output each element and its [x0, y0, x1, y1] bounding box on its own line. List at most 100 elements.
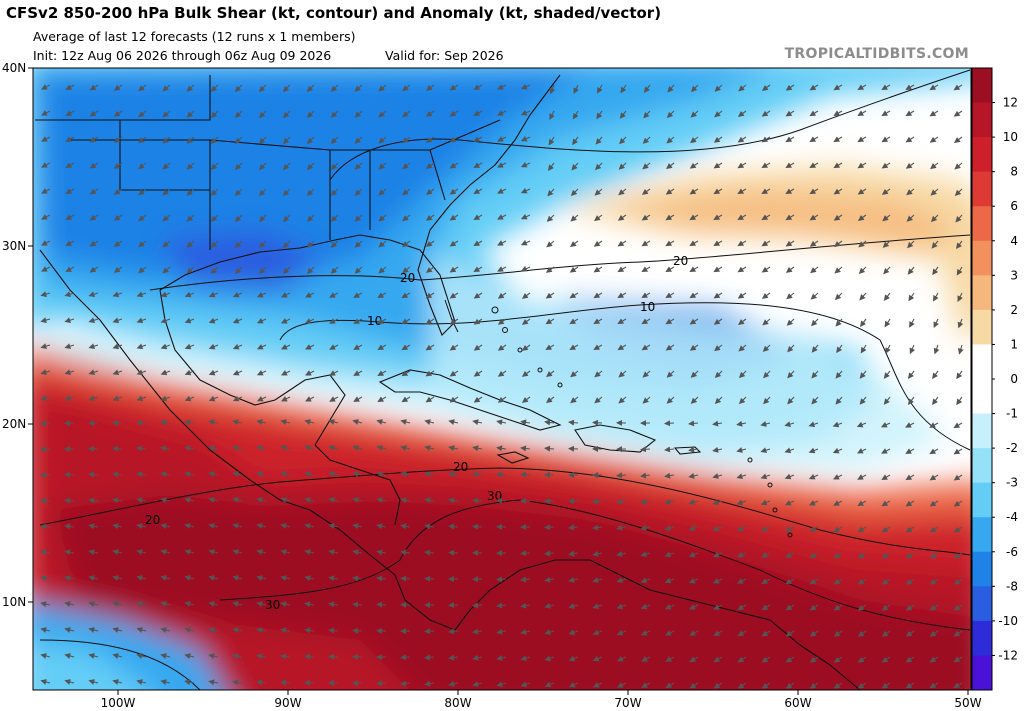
vector-arrow: [640, 629, 651, 636]
vector-arrow: [208, 497, 219, 503]
vector-arrow: [761, 552, 771, 558]
vector-arrow: [760, 421, 771, 427]
vector-arrow: [113, 136, 123, 143]
vector-arrow: [713, 292, 723, 299]
vector-arrow: [89, 266, 99, 273]
vector-arrow: [520, 628, 531, 635]
vector-arrow: [641, 214, 651, 221]
vector-arrow: [547, 188, 555, 197]
vector-arrow: [329, 318, 339, 324]
vector-arrow: [497, 344, 507, 351]
vector-arrow: [593, 240, 603, 247]
colorbar-bin: [972, 102, 992, 138]
vector-arrow: [929, 474, 939, 481]
vector-arrow: [352, 471, 363, 477]
vector-arrow: [162, 136, 171, 144]
contour-label: 30: [265, 598, 280, 612]
vector-arrow: [473, 136, 483, 143]
vector-arrow: [689, 344, 699, 351]
vector-arrow: [65, 84, 75, 91]
vector-arrow: [210, 162, 219, 170]
vector-arrow: [280, 523, 291, 529]
vector-arrow: [306, 266, 315, 275]
vector-arrow: [472, 681, 483, 687]
valid-period: Valid for: Sep 2026: [385, 48, 504, 63]
vector-arrow: [713, 136, 723, 143]
vector-arrow: [473, 370, 483, 377]
vector-arrow: [617, 682, 627, 688]
vector-arrow: [353, 396, 363, 402]
vector-arrow: [497, 292, 507, 299]
vector-arrow: [136, 317, 147, 324]
vector-arrow: [210, 110, 219, 118]
vector-arrow: [713, 604, 723, 610]
vector-arrow: [472, 497, 483, 504]
vector-arrow: [64, 575, 75, 582]
plot-frame: [32, 67, 972, 691]
colorbar-bin: [972, 309, 992, 345]
vector-arrow: [544, 576, 555, 583]
vector-arrow: [833, 604, 843, 611]
vector-arrow: [400, 445, 411, 451]
vector-arrow: [520, 239, 531, 246]
vector-arrow: [857, 84, 867, 91]
colorbar-label: -8: [1006, 579, 1018, 593]
vector-arrow: [354, 266, 363, 274]
vector-arrow: [593, 318, 603, 325]
vector-arrow: [859, 370, 867, 379]
vector-arrow: [496, 471, 507, 478]
vector-arrow: [208, 419, 219, 426]
vector-arrow: [256, 575, 267, 581]
vector-arrow: [208, 653, 219, 660]
vector-arrow: [953, 578, 963, 585]
vector-arrow: [354, 84, 363, 92]
vector-arrow: [88, 575, 99, 582]
vector-arrow: [931, 240, 939, 249]
vector-arrow: [548, 136, 555, 146]
vector-arrow: [258, 136, 267, 145]
lat-label-40n: 40N: [2, 61, 26, 75]
vector-arrow: [856, 448, 867, 454]
vector-arrow: [160, 369, 171, 376]
vector-arrow: [592, 550, 603, 557]
vector-arrow: [957, 292, 963, 302]
vector-arrow: [64, 343, 75, 350]
vector-arrow: [833, 552, 843, 559]
vector-arrow: [568, 550, 579, 557]
vector-arrow: [304, 419, 315, 425]
colorbar-label: 8: [1010, 165, 1018, 179]
vector-arrow: [378, 266, 387, 274]
vector-arrow: [881, 188, 891, 195]
vector-arrow: [569, 318, 579, 325]
vector-arrow: [184, 601, 195, 607]
vector-arrow: [160, 627, 171, 633]
vector-arrow: [642, 396, 651, 404]
vector-arrow: [65, 136, 75, 143]
vector-arrow: [425, 162, 435, 169]
vector-arrow: [809, 162, 819, 169]
vector-arrow: [210, 214, 219, 222]
vector-arrow: [665, 344, 675, 351]
contour-label: 20: [453, 460, 468, 474]
vector-arrow: [833, 630, 843, 637]
vector-arrow: [400, 497, 411, 504]
colorbar-bin: [972, 448, 992, 484]
vector-arrow: [737, 136, 747, 143]
vector-arrow: [736, 447, 747, 453]
vector-arrow: [909, 318, 915, 328]
vector-arrow: [330, 136, 339, 144]
vector-arrow: [689, 604, 699, 610]
vector-arrow: [256, 343, 267, 350]
vector-arrow: [40, 395, 51, 401]
vector-arrow: [136, 523, 147, 530]
vector-arrow: [737, 604, 747, 610]
vector-arrow: [306, 188, 315, 197]
vector-arrow: [184, 549, 195, 555]
vector-arrow: [616, 629, 627, 636]
vector-arrow: [738, 370, 747, 379]
vector-arrow: [641, 318, 651, 325]
vector-arrow: [40, 627, 51, 633]
vector-arrow: [354, 136, 363, 144]
vector-arrow: [425, 370, 435, 377]
